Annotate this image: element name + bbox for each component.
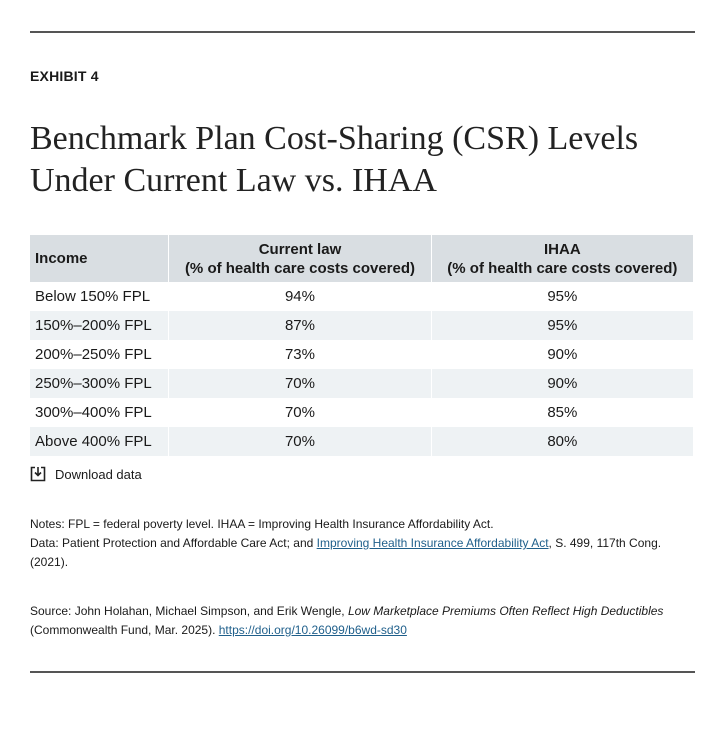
header-title: Income bbox=[35, 250, 88, 267]
value-cell: 80% bbox=[430, 427, 693, 456]
header-cell: Income bbox=[30, 235, 169, 282]
data-text: , S. 499, 117th Cong. (2021). bbox=[30, 536, 662, 569]
data-line: Data: Patient Protection and Affordable … bbox=[30, 534, 695, 572]
value-cell: 70% bbox=[168, 427, 432, 456]
data-link[interactable]: Improving Health Insurance Affordability… bbox=[316, 536, 549, 550]
download-label: Download data bbox=[55, 466, 142, 482]
top-rule bbox=[30, 31, 695, 33]
income-cell: 200%–250% FPL bbox=[35, 346, 152, 363]
value-cell: 90% bbox=[430, 340, 693, 369]
exhibit-label: EXHIBIT 4 bbox=[30, 68, 99, 84]
title: Benchmark Plan Cost-Sharing (CSR) Levels… bbox=[30, 118, 638, 202]
income-cell: 150%–200% FPL bbox=[30, 311, 169, 340]
header-row: Income Current law (% of health care costs… bbox=[30, 235, 693, 282]
source: Source: John Holahan, Michael Simpson, a… bbox=[30, 602, 695, 640]
title-line: Under Current Law vs. IHAA bbox=[30, 162, 437, 199]
table-row: 300%–400% FPL 70% 85% bbox=[30, 398, 693, 427]
data-table: Income Current law (% of health care costs… bbox=[30, 235, 693, 456]
value-cell: 85% bbox=[430, 398, 693, 427]
table-row: Below 150% FPL 94% 95% bbox=[30, 282, 693, 311]
value-cell: 90% bbox=[430, 369, 693, 398]
value-cell: 95% bbox=[430, 311, 693, 340]
income-cell: Below 150% FPL bbox=[35, 288, 151, 305]
header-subtitle: (% of health care costs covered) bbox=[447, 259, 678, 277]
bottom-rule bbox=[30, 671, 695, 673]
value-cell: 94% bbox=[168, 282, 432, 311]
value-cell: 95% bbox=[430, 282, 693, 311]
income-cell: 300%–400% FPL bbox=[35, 404, 152, 421]
source-link[interactable]: https://doi.org/10.26099/b6wd-sd30 bbox=[218, 623, 407, 637]
table-row: 150%–200% FPL 87% 95% bbox=[30, 311, 693, 340]
download-button[interactable]: Download data bbox=[30, 466, 142, 482]
value-cell: 73% bbox=[168, 340, 432, 369]
header-title: Current law bbox=[258, 240, 342, 258]
source-text: (Commonwealth Fund, Mar. 2025). bbox=[30, 623, 219, 637]
table-body: Below 150% FPL 94% 95% 150%–200% FPL 87% 95% 2… bbox=[30, 282, 693, 456]
value-cell: 70% bbox=[168, 369, 432, 398]
data-text: Data: Patient Protection and Affordable … bbox=[30, 536, 317, 550]
header-cell: IHAA (% of health care costs covered) bbox=[430, 235, 693, 282]
income-cell: 250%–300% FPL bbox=[30, 369, 169, 398]
income-cell: Above 400% FPL bbox=[30, 427, 169, 456]
table-row: 200%–250% FPL 73% 90% bbox=[30, 340, 693, 369]
notes-line: Notes: FPL = federal poverty level. IHAA… bbox=[30, 517, 494, 531]
header-title: IHAA bbox=[544, 240, 581, 258]
value-cell: 87% bbox=[168, 311, 432, 340]
header-cell: Current law (% of health care costs cover… bbox=[168, 235, 432, 282]
table-row: 250%–300% FPL 70% 90% bbox=[30, 369, 693, 398]
value-cell: 70% bbox=[168, 398, 432, 427]
source-text: Source: John Holahan, Michael Simpson, a… bbox=[30, 604, 348, 618]
download-icon bbox=[30, 466, 46, 482]
notes: Notes: FPL = federal poverty level. IHAA… bbox=[30, 515, 695, 572]
source-work: Low Marketplace Premiums Often Reflect H… bbox=[347, 604, 664, 618]
header-subtitle: (% of health care costs covered) bbox=[184, 259, 416, 277]
title-line: Benchmark Plan Cost-Sharing (CSR) Levels bbox=[30, 120, 639, 157]
table-row: Above 400% FPL 70% 80% bbox=[30, 427, 693, 456]
